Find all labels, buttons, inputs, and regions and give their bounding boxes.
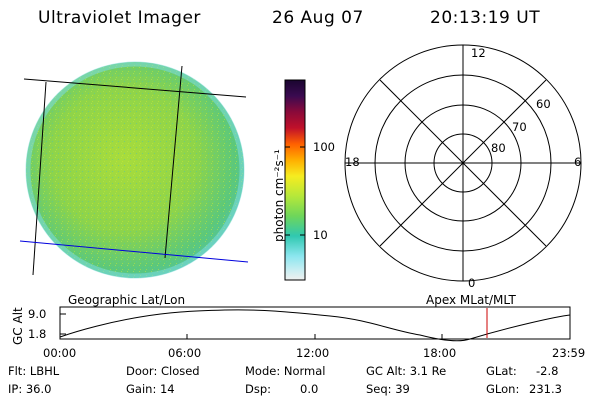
limb-glow (25, 61, 245, 279)
mode-info: Mode: Normal (245, 364, 326, 378)
apex-label: Apex MLat/MLT (426, 293, 516, 307)
altplot-xtick: 18:00 (423, 346, 457, 360)
dsp-label: Dsp: (245, 382, 272, 396)
polar-label-12: 12 (471, 46, 486, 60)
altplot-ylabel: GC Alt (11, 307, 25, 345)
colorbar (284, 79, 306, 281)
geo-grid-line (19, 240, 249, 263)
instrument-title: Ultraviolet Imager (38, 8, 201, 28)
altplot-ytick-bottom: 1.8 (28, 327, 47, 341)
time-label: 20:13:19 UT (430, 8, 541, 28)
glat-value: -2.8 (536, 364, 559, 378)
polar-label-80: 80 (491, 141, 506, 155)
seq-info: Seq: 39 (366, 382, 410, 396)
altplot-xtick: 06:00 (168, 346, 202, 360)
filter-info: Flt: LBHL (8, 364, 60, 378)
gc-alt-info: GC Alt: 3.1 Re (366, 364, 447, 378)
gain-info: Gain: 14 (126, 382, 175, 396)
door-info: Door: Closed (126, 364, 200, 378)
polar-label-6: 6 (574, 155, 582, 169)
altplot-xtick: 23:59 (552, 346, 586, 360)
colorbar-tick-100: 100 (313, 140, 335, 154)
polar-label-0: 0 (468, 276, 476, 290)
polar-label-70: 70 (512, 120, 527, 134)
glon-value: 231.3 (529, 382, 562, 396)
altplot-xtick: 00:00 (43, 346, 77, 360)
polar-label-18: 18 (345, 155, 360, 169)
glon-label: GLon: (486, 382, 520, 396)
altplot-ytick-top: 9.0 (28, 307, 47, 321)
earth-disk-texture (26, 62, 244, 278)
dsp-value: 0.0 (300, 382, 319, 396)
altitude-curve (59, 309, 571, 342)
altplot-xtick: 12:00 (296, 346, 330, 360)
colorbar-tick-10: 10 (313, 228, 328, 242)
geo-grid-line (164, 65, 183, 259)
polar-label-60: 60 (536, 97, 551, 111)
ip-info: IP: 36.0 (8, 382, 52, 396)
geographic-label: Geographic Lat/Lon (68, 293, 186, 307)
geo-grid-line (23, 78, 247, 98)
date-label: 26 Aug 07 (272, 8, 364, 28)
glat-label: GLat: (486, 364, 517, 378)
